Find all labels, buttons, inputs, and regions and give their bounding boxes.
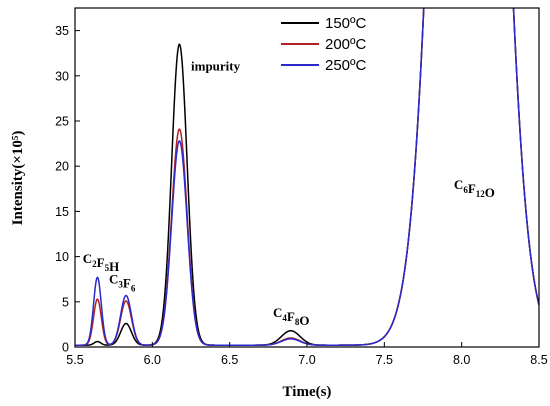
series-line-3 xyxy=(75,8,539,346)
formula-subscript: 6 xyxy=(463,185,468,195)
y-tick-label: 20 xyxy=(55,160,69,174)
formula-element: C xyxy=(109,272,118,287)
annotation-c6f12o: C6F12O xyxy=(454,177,495,200)
series-layer xyxy=(75,8,539,346)
formula-element: H xyxy=(109,259,119,274)
annotation-c3f6: C3F6 xyxy=(109,272,136,294)
formula-subscript: 8 xyxy=(295,317,300,327)
y-axis-title: Intensity(×10⁵) xyxy=(10,131,26,226)
y-tick-label: 15 xyxy=(55,205,69,219)
y-tick-label: 25 xyxy=(55,115,69,129)
annotation-c4f8o: C4F8O xyxy=(273,305,309,328)
formula-subscript: 2 xyxy=(92,259,97,269)
x-tick-label: 8.0 xyxy=(453,353,470,367)
x-axis-title: Time(s) xyxy=(283,384,332,400)
formula-element: F xyxy=(97,255,105,270)
y-tick-label: 5 xyxy=(62,295,69,309)
formula-element: C xyxy=(454,177,463,192)
formula-subscript: 4 xyxy=(282,313,287,323)
annotation-c2f5h: C2F5H xyxy=(83,251,119,274)
formula-element: O xyxy=(299,313,309,328)
x-tick-label: 5.5 xyxy=(66,353,83,367)
x-tick-label: 6.5 xyxy=(221,353,238,367)
formula-element: C xyxy=(273,305,282,320)
formula-subscript: 12 xyxy=(476,189,486,199)
legend: 150ºC 200ºC 250ºC xyxy=(281,15,367,74)
formula-element: F xyxy=(468,181,476,196)
legend-label-3: 250ºC xyxy=(325,57,367,74)
legend-label-1: 150ºC xyxy=(325,15,367,32)
annotation-impurity: impurity xyxy=(191,58,241,73)
formula-element: C xyxy=(83,251,92,266)
formula-element: F xyxy=(123,276,131,291)
y-tick-label: 0 xyxy=(62,341,69,355)
formula-element: O xyxy=(485,185,495,200)
formula-subscript: 3 xyxy=(118,280,123,290)
x-tick-label: 8.5 xyxy=(530,353,547,367)
x-tick-label: 7.5 xyxy=(376,353,393,367)
x-tick-label: 6.0 xyxy=(144,353,161,367)
y-tick-label: 30 xyxy=(55,69,69,83)
series-line-1 xyxy=(75,8,539,346)
y-tick-label: 35 xyxy=(55,24,69,38)
series-line-2 xyxy=(75,8,539,346)
legend-label-2: 200ºC xyxy=(325,36,367,53)
formula-element: F xyxy=(287,309,295,324)
x-tick-label: 7.0 xyxy=(298,353,315,367)
formula-subscript: 6 xyxy=(131,284,136,294)
formula-subscript: 5 xyxy=(105,263,110,273)
plot-frame xyxy=(74,7,540,348)
y-tick-label: 10 xyxy=(55,250,69,264)
